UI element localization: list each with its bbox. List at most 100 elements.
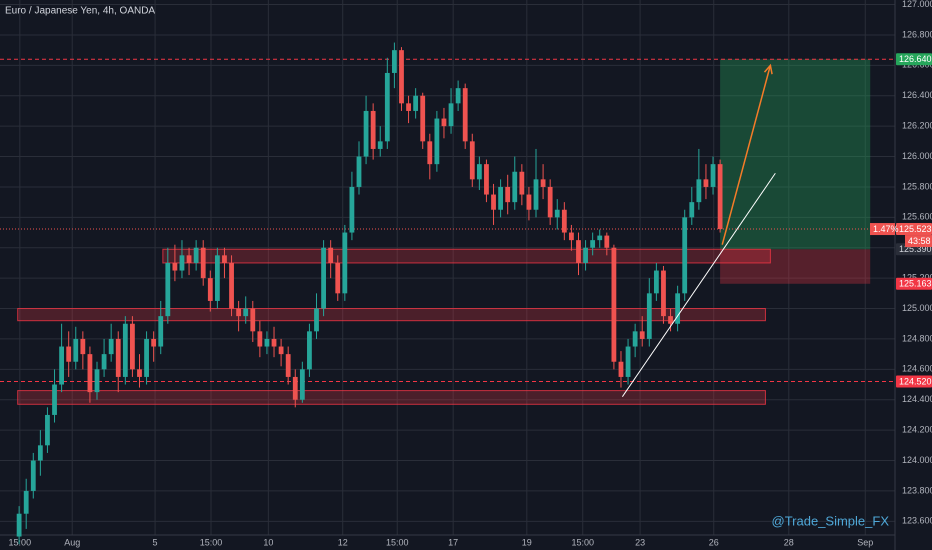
candle-body <box>710 164 716 187</box>
candle-body <box>583 247 588 263</box>
candle-body <box>356 156 362 187</box>
x-tick-label: 17 <box>448 537 458 547</box>
candle-body <box>391 50 397 73</box>
candle-body <box>186 255 192 263</box>
candle-body <box>384 72 390 142</box>
x-tick-label: 15:00 <box>571 537 594 547</box>
candle-body <box>533 179 539 210</box>
candle-body <box>639 331 645 339</box>
candle-body <box>292 376 298 400</box>
candle-body <box>16 513 22 537</box>
candle-body <box>498 186 504 210</box>
candle-body <box>406 103 411 111</box>
candle-body <box>703 179 709 187</box>
candle-body <box>618 361 624 377</box>
x-tick-label: 5 <box>153 537 158 547</box>
candle-body <box>214 255 220 301</box>
x-tick-label: 23 <box>635 537 645 547</box>
candle-body <box>554 209 560 218</box>
candle-body <box>441 118 447 127</box>
candle-body <box>462 88 468 142</box>
watermark: @Trade_Simple_FX <box>772 513 890 528</box>
y-tick-label: 123.800 <box>902 485 932 495</box>
candle-body <box>434 118 440 165</box>
candle-body <box>87 354 93 393</box>
candle-body <box>30 460 36 491</box>
candle-body <box>278 346 284 355</box>
y-tick-label: 126.000 <box>902 151 932 161</box>
candle-body <box>661 270 666 317</box>
candle-body <box>682 217 688 294</box>
candle-body <box>590 240 596 248</box>
candle-body <box>243 308 249 317</box>
x-tick-label: Aug <box>64 537 80 547</box>
y-tick-label: 123.600 <box>902 516 932 526</box>
x-tick-label: 26 <box>709 537 719 547</box>
y-tick-label: 126.400 <box>902 90 932 100</box>
candle-body <box>519 171 525 195</box>
y-tick-label: 124.400 <box>902 394 932 404</box>
candle-body <box>207 278 213 301</box>
candle-body <box>604 235 610 248</box>
candle-body <box>23 490 29 514</box>
candle-body <box>484 164 489 195</box>
candle-body <box>122 323 128 377</box>
price-tag-label: 124.520 <box>899 376 932 386</box>
candle-body <box>370 110 376 149</box>
x-tick-label: 28 <box>784 537 794 547</box>
change-tag <box>870 223 895 236</box>
candle-body <box>229 262 234 309</box>
x-tick-label: 15:00 <box>9 537 32 547</box>
candle-body <box>200 247 206 279</box>
candle-body <box>335 262 341 294</box>
price-tag-label: 125.523 <box>899 224 932 234</box>
candle-body <box>491 194 496 210</box>
price-tag-label: 125.390 <box>899 244 932 254</box>
candle-body <box>399 50 404 104</box>
candle-body <box>250 308 256 332</box>
candle-body <box>476 164 482 180</box>
price-tag <box>896 277 932 290</box>
candle-body <box>45 414 50 446</box>
candle-body <box>101 354 107 370</box>
candle-body <box>66 346 72 362</box>
x-tick-label: 15:00 <box>200 537 223 547</box>
candle-body <box>526 194 532 210</box>
candle-body <box>158 316 164 347</box>
arrow-head <box>763 63 773 75</box>
candle-body <box>597 235 603 241</box>
candle-body <box>668 316 673 324</box>
candle-body <box>328 247 334 263</box>
support-zone <box>162 248 771 264</box>
loss-zone <box>720 249 871 284</box>
x-tick-label: Sep <box>857 537 873 547</box>
candle-body <box>179 255 185 271</box>
countdown: 43:58 <box>908 236 931 246</box>
candle-body <box>137 369 142 377</box>
price-tag <box>896 53 932 66</box>
trendline <box>621 172 776 397</box>
candle-body <box>236 308 242 317</box>
x-tick-label: 12 <box>338 537 348 547</box>
candle-body <box>427 141 433 165</box>
candle-body <box>420 95 426 142</box>
candle-body <box>717 164 723 230</box>
candle-body <box>696 179 702 203</box>
candle-body <box>646 293 652 339</box>
y-tick-label: 124.200 <box>902 425 932 435</box>
candle-body <box>73 338 79 362</box>
candle-body <box>285 354 291 377</box>
candle-body <box>349 186 355 233</box>
candle-body <box>299 369 305 400</box>
candle-body <box>675 293 681 324</box>
support-zone <box>17 308 766 322</box>
chart-title: Euro / Japanese Yen, 4h, OANDA <box>5 6 155 17</box>
candle-body <box>257 331 263 347</box>
candle-body <box>505 186 511 203</box>
arrow <box>721 65 772 245</box>
candle-body <box>94 369 100 393</box>
change-label: 1.47% <box>873 224 899 234</box>
candle-body <box>576 240 581 263</box>
candle-body <box>469 141 475 180</box>
candle-body <box>569 232 574 241</box>
